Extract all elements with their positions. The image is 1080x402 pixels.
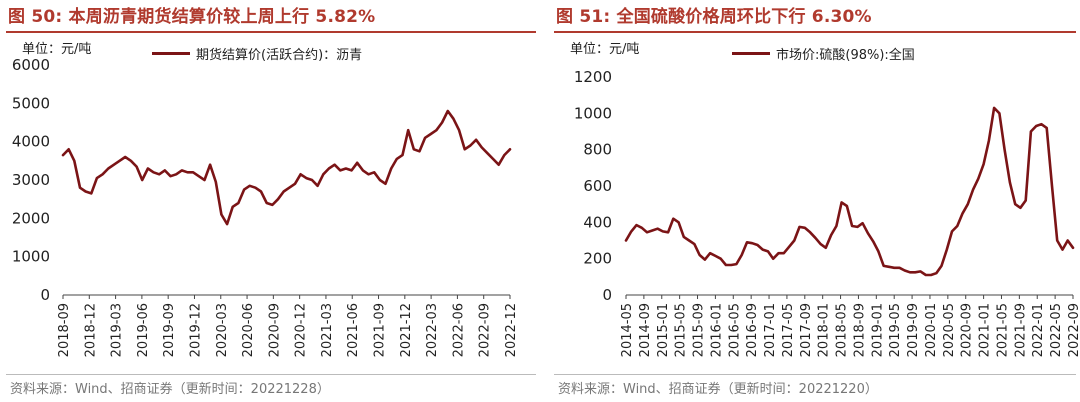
- x-tick-label: 2019-01: [870, 303, 885, 357]
- x-tick-label: 2021-01: [978, 303, 993, 357]
- x-tick-label: 2017-05: [781, 303, 796, 357]
- chart-title: 图 51: 全国硫酸价格周环比下行 6.30%: [556, 7, 872, 27]
- x-tick-label: 2018-12: [83, 303, 98, 357]
- x-tick-label: 2018-09: [852, 303, 867, 357]
- legend: 市场价:硫酸(98%):全国: [732, 44, 915, 63]
- x-tick-label: 2022-12: [504, 303, 519, 357]
- x-tick-label: 2020-03: [215, 303, 230, 357]
- x-tick-label: 2020-12: [294, 303, 309, 357]
- x-tick-label: 2021-09: [373, 303, 388, 357]
- x-tick-label: 2019-09: [162, 303, 177, 357]
- x-tick-label: 2015-09: [692, 303, 707, 357]
- x-tick-label: 2022-03: [425, 303, 440, 357]
- x-tick-label: 2022-05: [1049, 303, 1064, 357]
- y-tick-label: 2000: [12, 209, 50, 227]
- x-tick-label: 2017-09: [799, 303, 814, 357]
- x-tick-label: 2019-05: [888, 303, 903, 357]
- chart-panel-sulfuric-acid: 图 51: 全国硫酸价格周环比下行 6.30% 单位：元/吨 市场价:硫酸(98…: [548, 0, 1080, 402]
- legend-label: 期货结算价(活跃合约)：沥青: [196, 48, 363, 63]
- x-tick-label: 2021-03: [320, 303, 335, 357]
- legend-swatch: [732, 52, 770, 55]
- x-tick-label: 2019-09: [906, 303, 921, 357]
- x-tick-label: 2015-01: [656, 303, 671, 357]
- x-tick-label: 2016-05: [727, 303, 742, 357]
- title-rule: [554, 31, 1076, 33]
- legend: 期货结算价(活跃合约)：沥青: [152, 44, 362, 63]
- x-tick-label: 2021-12: [399, 303, 414, 357]
- x-tick-label: 2022-09: [1067, 303, 1080, 357]
- x-tick-label: 2016-09: [745, 303, 760, 357]
- panel-divider: [540, 6, 548, 398]
- y-tick-label: 5000: [12, 94, 50, 112]
- x-tick-label: 2018-09: [57, 303, 72, 357]
- y-tick-label: 0: [40, 286, 50, 304]
- legend-label: 市场价:硫酸(98%):全国: [776, 48, 915, 63]
- x-tick-label: 2022-06: [451, 303, 466, 357]
- source-rule: [554, 374, 1076, 375]
- y-tick-label: 400: [583, 213, 612, 231]
- x-tick-label: 2019-12: [188, 303, 203, 357]
- unit-label: 单位：元/吨: [22, 42, 92, 57]
- x-tick-label: 2022-01: [1031, 303, 1046, 357]
- x-tick-label: 2018-01: [817, 303, 832, 357]
- series-line: [61, 109, 512, 226]
- y-tick-label: 600: [583, 177, 612, 195]
- x-tick-label: 2020-09: [960, 303, 975, 357]
- x-tick-label: 2014-05: [620, 303, 635, 357]
- y-tick-label: 3000: [12, 171, 50, 189]
- x-tick-label: 2017-01: [763, 303, 778, 357]
- legend-swatch: [152, 52, 190, 55]
- series-line: [624, 106, 1075, 277]
- y-tick-label: 6000: [12, 56, 50, 74]
- chart-panel-asphalt: 图 50: 本周沥青期货结算价较上周上行 5.82% 单位：元/吨 期货结算价(…: [6, 7, 536, 397]
- y-tick-label: 1200: [574, 68, 612, 86]
- x-tick-label: 2020-01: [924, 303, 939, 357]
- x-tick-label: 2021-06: [346, 303, 361, 357]
- x-tick-label: 2020-05: [942, 303, 957, 357]
- y-tick-label: 1000: [12, 248, 50, 266]
- y-tick-label: 4000: [12, 133, 50, 151]
- x-tick-label: 2019-03: [110, 303, 125, 357]
- source-rule: [6, 374, 536, 375]
- chart-title: 图 50: 本周沥青期货结算价较上周上行 5.82%: [8, 7, 376, 27]
- x-tick-label: 2022-09: [478, 303, 493, 357]
- source-note: 资料来源：Wind、招商证券（更新时间：20221228）: [10, 382, 330, 397]
- y-tick-label: 200: [583, 250, 612, 268]
- x-tick-label: 2015-05: [674, 303, 689, 357]
- x-tick-label: 2019-06: [136, 303, 151, 357]
- x-tick-label: 2018-05: [835, 303, 850, 357]
- x-tick-label: 2021-05: [995, 303, 1010, 357]
- y-tick-label: 800: [583, 141, 612, 159]
- y-tick-label: 0: [602, 286, 612, 304]
- plot-area: 0 1000 2000 3000 4000 5000 6000 2018-09 2018-12 2…: [12, 56, 519, 357]
- y-tick-label: 1000: [574, 104, 612, 122]
- x-tick-label: 2014-09: [638, 303, 653, 357]
- title-rule: [6, 31, 536, 33]
- unit-label: 单位：元/吨: [570, 42, 640, 57]
- x-tick-label: 2016-01: [709, 303, 724, 357]
- x-tick-label: 2020-06: [241, 303, 256, 357]
- x-tick-label: 2021-09: [1013, 303, 1028, 357]
- x-tick-label: 2020-09: [267, 303, 282, 357]
- source-note: 资料来源：Wind、招商证券（更新时间：20221220）: [558, 382, 878, 397]
